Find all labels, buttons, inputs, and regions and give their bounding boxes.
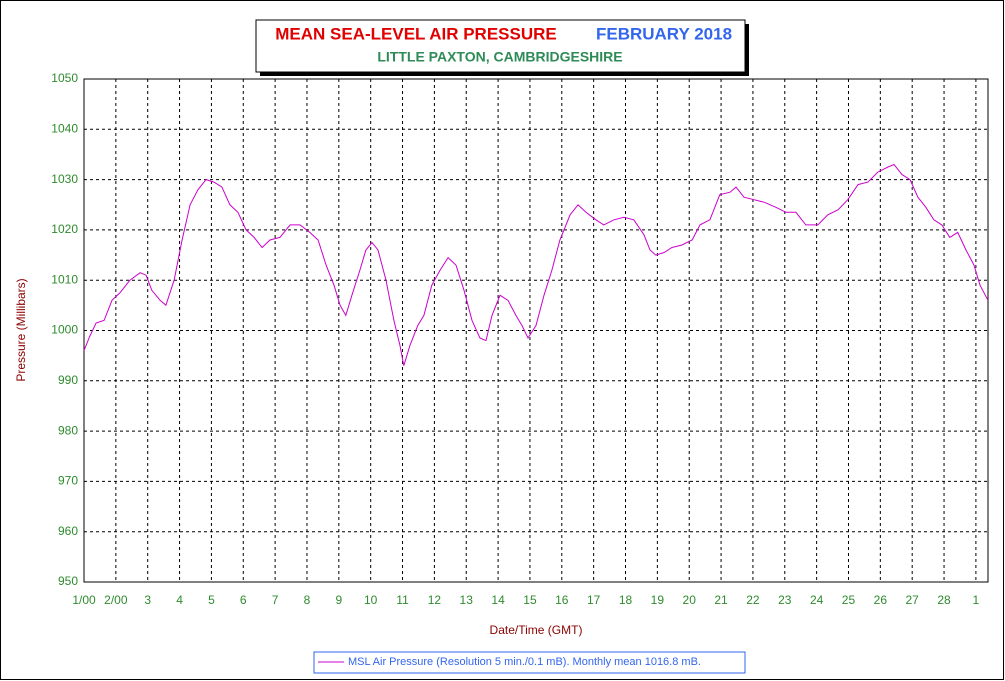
y-tick-label: 1040 (51, 121, 78, 135)
x-tick-label: 11 (396, 593, 409, 607)
y-tick-label: 970 (58, 474, 78, 488)
y-tick-label: 950 (58, 574, 78, 588)
x-tick-label: 18 (619, 593, 633, 607)
title-box (255, 19, 746, 73)
x-tick-label: 26 (874, 593, 888, 607)
x-tick-label: 17 (587, 593, 601, 607)
y-tick-label: 990 (58, 373, 78, 387)
x-tick-label: 28 (937, 593, 951, 607)
y-tick-label: 1050 (51, 71, 78, 85)
plot-border (83, 78, 989, 583)
legend-label: MSL Air Pressure (Resolution 5 min./0.1 … (348, 656, 701, 668)
x-tick-label: 3 (144, 593, 151, 607)
x-tick-label: 2/00 (104, 593, 128, 607)
x-tick-label: 27 (906, 593, 920, 607)
x-tick-label: 24 (810, 593, 824, 607)
x-tick-label: 19 (651, 593, 665, 607)
chart-title: MEAN SEA-LEVEL AIR PRESSURE (275, 24, 557, 43)
x-tick-label: 8 (304, 593, 311, 607)
x-tick-label: 1 (973, 593, 980, 607)
x-tick-label: 9 (335, 593, 342, 607)
chart-subtitle: LITTLE PAXTON, CAMBRIDGESHIRE (377, 49, 622, 65)
y-tick-label: 1020 (51, 222, 78, 236)
x-tick-label: 10 (364, 593, 378, 607)
legend-box (313, 651, 746, 674)
x-tick-label: 14 (491, 593, 505, 607)
x-tick-label: 20 (683, 593, 697, 607)
x-tick-label: 7 (272, 593, 279, 607)
y-tick-label: 1000 (51, 323, 78, 337)
x-tick-label: 1/00 (72, 593, 96, 607)
x-axis-label: Date/Time (GMT) (490, 623, 583, 637)
x-tick-label: 13 (460, 593, 474, 607)
y-tick-label: 960 (58, 524, 78, 538)
x-tick-label: 16 (555, 593, 569, 607)
chart-title-period: FEBRUARY 2018 (596, 24, 732, 43)
data-line (83, 163, 989, 366)
x-tick-label: 12 (428, 593, 442, 607)
x-tick-label: 21 (714, 593, 728, 607)
y-tick-label: 1010 (51, 272, 78, 286)
x-tick-label: 6 (240, 593, 247, 607)
y-tick-label: 1030 (51, 172, 78, 186)
x-tick-label: 4 (176, 593, 183, 607)
y-tick-label: 980 (58, 423, 78, 437)
x-tick-label: 25 (842, 593, 856, 607)
y-axis-label: Pressure (Millibars) (14, 278, 28, 381)
x-tick-label: 22 (746, 593, 760, 607)
x-tick-label: 15 (523, 593, 537, 607)
x-tick-label: 23 (778, 593, 792, 607)
x-tick-label: 5 (208, 593, 215, 607)
